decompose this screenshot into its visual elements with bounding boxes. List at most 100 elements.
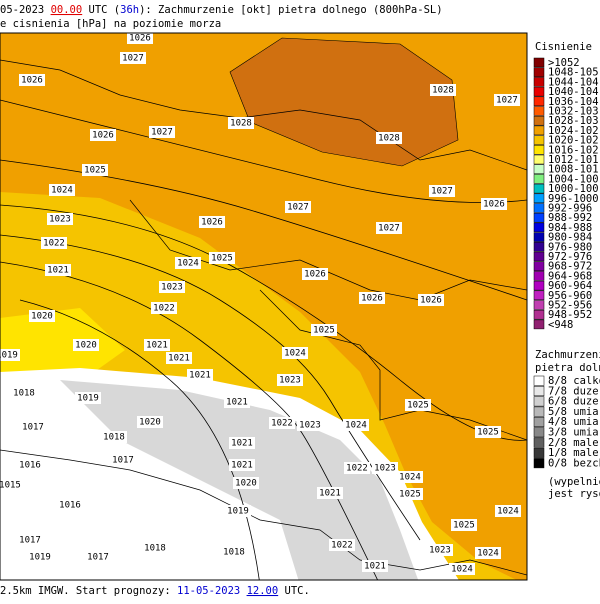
legend-swatch — [533, 242, 545, 252]
isobar-label-bg — [297, 419, 323, 431]
isobar-label: 1025 — [407, 401, 429, 411]
isobar-label-bg — [49, 184, 75, 196]
isobar-label: 1023 — [374, 464, 396, 474]
isobar-label: 1020 — [139, 418, 161, 428]
isobar-label-bg — [329, 539, 355, 551]
isobar-label-bg — [144, 339, 170, 351]
isobar-label: 1017 — [22, 423, 44, 433]
isobar-label: 1025 — [453, 521, 475, 531]
isobar-label-bg — [20, 421, 46, 433]
legend-label: 5/8 umiar — [548, 406, 600, 418]
isobar-label: 1021 — [364, 562, 386, 572]
legend-pressure: >10521048-1051044-1041040-1041036-104103… — [533, 57, 599, 331]
legend-swatch — [533, 77, 545, 87]
isobar-label-bg — [372, 462, 398, 474]
header-hour: 00.00 — [51, 4, 83, 16]
legend-clouds-title: pietra dolneg — [535, 362, 600, 374]
isobar-label-bg — [221, 546, 247, 558]
isobar-label: 1026 — [304, 270, 326, 280]
isobar-label-bg — [151, 302, 177, 314]
isobar-label-bg — [277, 374, 303, 386]
legend-label: 960-964 — [548, 280, 592, 292]
isobar-label-bg — [90, 129, 116, 141]
legend-swatch — [533, 416, 545, 427]
isobar-label-bg — [427, 544, 453, 556]
isobar-label: 1025 — [313, 326, 335, 336]
isobar-label: 1025 — [399, 490, 421, 500]
legend-swatch — [533, 86, 545, 97]
legend-swatch — [533, 106, 545, 116]
legend-swatch — [533, 135, 545, 145]
legend-swatch — [533, 427, 545, 438]
isobar-label-bg — [11, 387, 37, 399]
legend-label: 1040-104 — [548, 86, 599, 98]
isobar-label: 1026 — [483, 200, 505, 210]
legend-label: 1020-102 — [548, 135, 599, 147]
isobar-label: 1026 — [129, 34, 151, 44]
legend-label: 7/8 duze — [548, 385, 599, 397]
legend-label: 1024-102 — [548, 125, 599, 137]
isobar-label-bg — [0, 349, 20, 361]
isobar-label: 1021 — [168, 354, 190, 364]
legend-pressure-title: Cisnienie [hP — [535, 41, 600, 53]
legend-swatch — [533, 125, 545, 136]
isobar-label: 1023 — [161, 283, 183, 293]
isobar-label-bg — [317, 487, 343, 499]
isobar-label: 1028 — [378, 134, 400, 144]
isobar-label-bg — [311, 324, 337, 336]
isobar-label-bg — [127, 33, 153, 44]
legend-swatch — [533, 386, 545, 397]
isobar-label: 1020 — [235, 479, 257, 489]
isobar-label-bg — [282, 347, 308, 359]
isobar-label-bg — [475, 426, 501, 438]
isobar-label: 1018 — [223, 548, 245, 558]
isobar-label: 1024 — [451, 565, 473, 575]
isobar-label-bg — [224, 396, 250, 408]
isobar-label: 1027 — [122, 54, 144, 64]
isobar-label-bg — [229, 437, 255, 449]
isobar-label-bg — [481, 198, 507, 210]
isobar-label: 1027 — [378, 224, 400, 234]
isobar-label: 1019 — [77, 394, 99, 404]
legend-label: 3/8 umiar — [548, 427, 600, 439]
isobar-label-bg — [233, 477, 259, 489]
legend-swatch — [533, 319, 545, 330]
legend-swatch — [533, 222, 545, 233]
legend-swatch — [533, 271, 545, 281]
legend-swatch — [533, 375, 545, 386]
header-line1: 05-2023 00.00 UTC (36h): Zachmurzenie [o… — [0, 4, 443, 16]
legend-swatch — [533, 232, 545, 242]
isobar-label-bg — [166, 352, 192, 364]
isobar-label-bg — [142, 542, 168, 554]
isobar-label-bg — [451, 519, 477, 531]
footer-date: 11-05-2023 — [177, 585, 240, 597]
legend-swatch — [533, 406, 545, 417]
isobar-label: 1024 — [51, 186, 73, 196]
isobar-label-bg — [418, 294, 444, 306]
isobar-label: 1021 — [189, 371, 211, 381]
borders — [0, 59, 527, 576]
legend-label: 964-968 — [548, 270, 592, 282]
isobar-label: 1026 — [420, 296, 442, 306]
isobar-label-bg — [376, 132, 402, 144]
legend-label: 996-1000 — [548, 193, 599, 205]
legend-swatch — [533, 290, 545, 301]
isobar-label: 1027 — [496, 96, 518, 106]
isobar-label: 1021 — [231, 439, 253, 449]
isobar-label-bg — [45, 264, 71, 276]
header-date: 05-2023 — [0, 4, 51, 16]
isobar-label: 1026 — [92, 131, 114, 141]
isobar-label-bg — [149, 126, 175, 138]
legend-label: 1028-103 — [548, 115, 599, 127]
isobar-label: 1024 — [497, 507, 519, 517]
legend-label: 980-984 — [548, 232, 592, 244]
legend-clouds-note: jest rysowa — [548, 488, 600, 500]
isobar-label: 1020 — [31, 312, 53, 322]
legend-label: 952-956 — [548, 300, 592, 312]
legend-swatch — [533, 396, 545, 407]
isobar-label: 1024 — [477, 549, 499, 559]
isobar-label-bg — [75, 392, 101, 404]
legend-label: 1048-105 — [548, 67, 599, 79]
isobar-label-bg — [475, 547, 501, 559]
isobar-label: 1026 — [201, 218, 223, 228]
